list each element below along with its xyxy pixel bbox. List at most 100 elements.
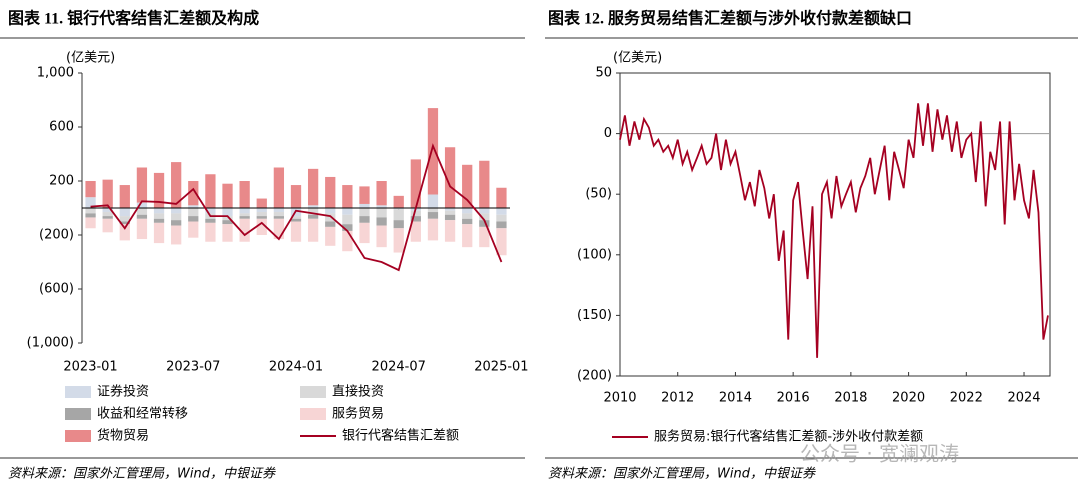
bar-segment: [342, 208, 353, 215]
bar-segment: [188, 221, 199, 238]
x-tick-label: 2016: [777, 391, 810, 406]
x-tick-label: 2010: [603, 391, 636, 406]
bar-segment: [325, 208, 336, 214]
bar-segment: [85, 217, 96, 229]
legend-label: 服务贸易:银行代客结售汇差额-涉外收付款差额: [654, 429, 923, 445]
bar-segment: [359, 216, 370, 223]
bar-segment: [325, 176, 336, 208]
bar-segment: [479, 226, 490, 248]
bar-segment: [496, 221, 507, 229]
bar-segment: [256, 208, 267, 213]
bar-segment: [222, 208, 233, 217]
y-tick-label: 50: [595, 66, 612, 81]
bar-segment: [342, 224, 353, 231]
bar-segment: [290, 221, 302, 242]
bar-segment: [102, 218, 113, 233]
bar-segment: [102, 179, 113, 208]
chart-title: 图表 11. 银行代客结售汇差额及构成: [8, 9, 259, 28]
bar-segment: [359, 203, 370, 208]
bar-segment: [273, 218, 285, 240]
y-tick-label: 600: [49, 120, 74, 135]
bar-segment: [119, 208, 130, 217]
bar-segment: [136, 167, 148, 203]
bar-segment: [427, 212, 439, 219]
bar-segment: [119, 221, 130, 225]
legend-label: 银行代客结售汇差额: [342, 428, 459, 444]
bar-segment: [273, 167, 285, 208]
x-tick-label: 2024-07: [372, 360, 426, 375]
bar-segment: [85, 213, 96, 218]
bar-segment: [239, 216, 250, 219]
x-tick-label: 2025-01: [474, 360, 528, 375]
x-tick-label: 2014: [719, 391, 752, 406]
bar-segment: [136, 202, 148, 208]
y-tick-label: (200): [577, 369, 612, 384]
bar-segment: [462, 164, 473, 208]
bar-segment: [393, 228, 404, 253]
bar-segment: [479, 208, 490, 214]
bar-segment: [119, 185, 130, 208]
bar-segment: [479, 160, 490, 208]
bar-segment: [171, 208, 182, 214]
bar-segment: [85, 197, 96, 208]
bar-segment: [462, 224, 473, 248]
bar-segment: [188, 216, 199, 222]
bar-segment: [342, 185, 353, 208]
bar-segment: [153, 172, 165, 208]
y-tick-label: (1,000): [27, 336, 74, 351]
bar-segment: [239, 208, 250, 214]
bar-segment: [427, 108, 439, 195]
bar-segment: [256, 216, 267, 219]
bar-segment: [171, 220, 182, 226]
bar-segment: [359, 208, 370, 217]
bar-segment: [239, 213, 250, 217]
legend-label: 服务贸易: [332, 406, 384, 422]
bar-segment: [102, 212, 113, 217]
bar-segment: [171, 162, 182, 208]
legend-swatch: [300, 386, 326, 398]
bar-segment: [462, 213, 473, 219]
bar-segment: [410, 221, 421, 242]
legend-label: 直接投资: [332, 384, 384, 400]
bar-segment: [444, 147, 456, 208]
bar-segment: [496, 228, 507, 256]
bar-segment: [359, 186, 370, 204]
source: 资料来源：国家外汇管理局，Wind，中银证券: [8, 466, 276, 482]
bar-segment: [444, 214, 456, 221]
bar-segment: [119, 216, 130, 222]
axis-unit: (亿美元): [66, 51, 115, 66]
bar-segment: [479, 220, 490, 227]
bar-segment: [376, 181, 387, 206]
bar-segment: [188, 181, 199, 206]
chart-title: 图表 12. 服务贸易结售汇差额与涉外收付款差额缺口: [548, 9, 912, 28]
bar-segment: [205, 222, 216, 242]
bar-segment: [222, 183, 233, 208]
bar-segment: [376, 225, 387, 248]
bar-segment: [359, 222, 370, 244]
series-line: [90, 143, 503, 272]
y-tick-label: 0: [604, 126, 612, 141]
bar-segment: [496, 187, 507, 208]
bar-segment: [256, 212, 267, 217]
bar-segment: [188, 205, 199, 208]
bar-segment: [85, 181, 96, 198]
bar-segment: [153, 208, 165, 214]
bar-segment: [273, 208, 285, 213]
y-tick-label: (150): [577, 308, 612, 323]
y-tick-label: (200): [39, 228, 74, 243]
legend-swatch: [65, 386, 91, 398]
bar-segment: [136, 208, 148, 215]
x-tick-label: 2020: [892, 391, 925, 406]
y-tick-label: (50): [585, 187, 612, 202]
bar-segment: [462, 218, 473, 225]
bar-segment: [307, 205, 319, 208]
y-tick-label: (600): [39, 282, 74, 297]
bar-segment: [256, 198, 267, 208]
y-tick-label: 1,000: [37, 66, 74, 81]
bar-segment: [444, 210, 456, 215]
bar-segment: [136, 218, 148, 240]
bar-segment: [290, 216, 302, 219]
y-tick-label: 200: [49, 174, 74, 189]
bar-segment: [205, 174, 216, 208]
